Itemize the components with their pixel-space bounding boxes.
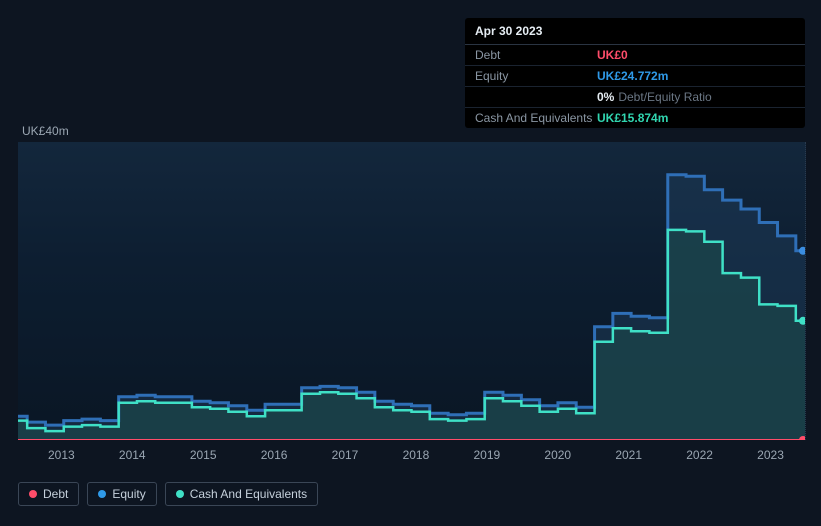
x-axis-tick: 2023: [757, 448, 784, 462]
x-axis-tick: 2020: [544, 448, 571, 462]
tooltip-row-debt: Debt UK£0: [465, 45, 805, 66]
chart-container: Apr 30 2023 Debt UK£0 Equity UK£24.772m …: [0, 0, 821, 526]
legend-dot: [176, 490, 184, 498]
chart-svg: [18, 142, 805, 440]
legend-item-equity[interactable]: Equity: [87, 482, 156, 506]
chart-tooltip: Apr 30 2023 Debt UK£0 Equity UK£24.772m …: [465, 18, 805, 128]
legend-item-debt[interactable]: Debt: [18, 482, 79, 506]
tooltip-row-ratio: 0% Debt/Equity Ratio: [465, 87, 805, 108]
tooltip-row-equity: Equity UK£24.772m: [465, 66, 805, 87]
legend-label: Cash And Equivalents: [190, 487, 307, 501]
chart-legend: Debt Equity Cash And Equivalents: [18, 482, 318, 506]
y-axis-max-label: UK£40m: [22, 124, 69, 138]
tooltip-label: Cash And Equivalents: [475, 111, 597, 125]
x-axis-tick: 2013: [48, 448, 75, 462]
legend-label: Equity: [112, 487, 145, 501]
tooltip-row-cash: Cash And Equivalents UK£15.874m: [465, 108, 805, 128]
ratio-percent: 0%: [597, 90, 614, 104]
tooltip-value: 0% Debt/Equity Ratio: [597, 90, 712, 104]
x-axis-tick: 2021: [615, 448, 642, 462]
tooltip-date: Apr 30 2023: [465, 18, 805, 45]
x-axis: 2013 2014 2015 2016 2017 2018 2019 2020 2021 2022…: [18, 448, 806, 466]
x-axis-tick: 2022: [686, 448, 713, 462]
tooltip-value: UK£24.772m: [597, 69, 668, 83]
tooltip-value: UK£0: [597, 48, 628, 62]
x-axis-tick: 2018: [403, 448, 430, 462]
legend-item-cash[interactable]: Cash And Equivalents: [165, 482, 318, 506]
legend-label: Debt: [43, 487, 68, 501]
x-axis-tick: 2019: [474, 448, 501, 462]
tooltip-label: [475, 90, 597, 104]
tooltip-label: Debt: [475, 48, 597, 62]
tooltip-label: Equity: [475, 69, 597, 83]
ratio-label: Debt/Equity Ratio: [618, 90, 711, 104]
chart-plot-area[interactable]: [18, 142, 806, 440]
x-axis-tick: 2014: [119, 448, 146, 462]
x-axis-tick: 2015: [190, 448, 217, 462]
x-axis-tick: 2016: [261, 448, 288, 462]
legend-dot: [29, 490, 37, 498]
x-axis-tick: 2017: [332, 448, 359, 462]
tooltip-value: UK£15.874m: [597, 111, 668, 125]
legend-dot: [98, 490, 106, 498]
